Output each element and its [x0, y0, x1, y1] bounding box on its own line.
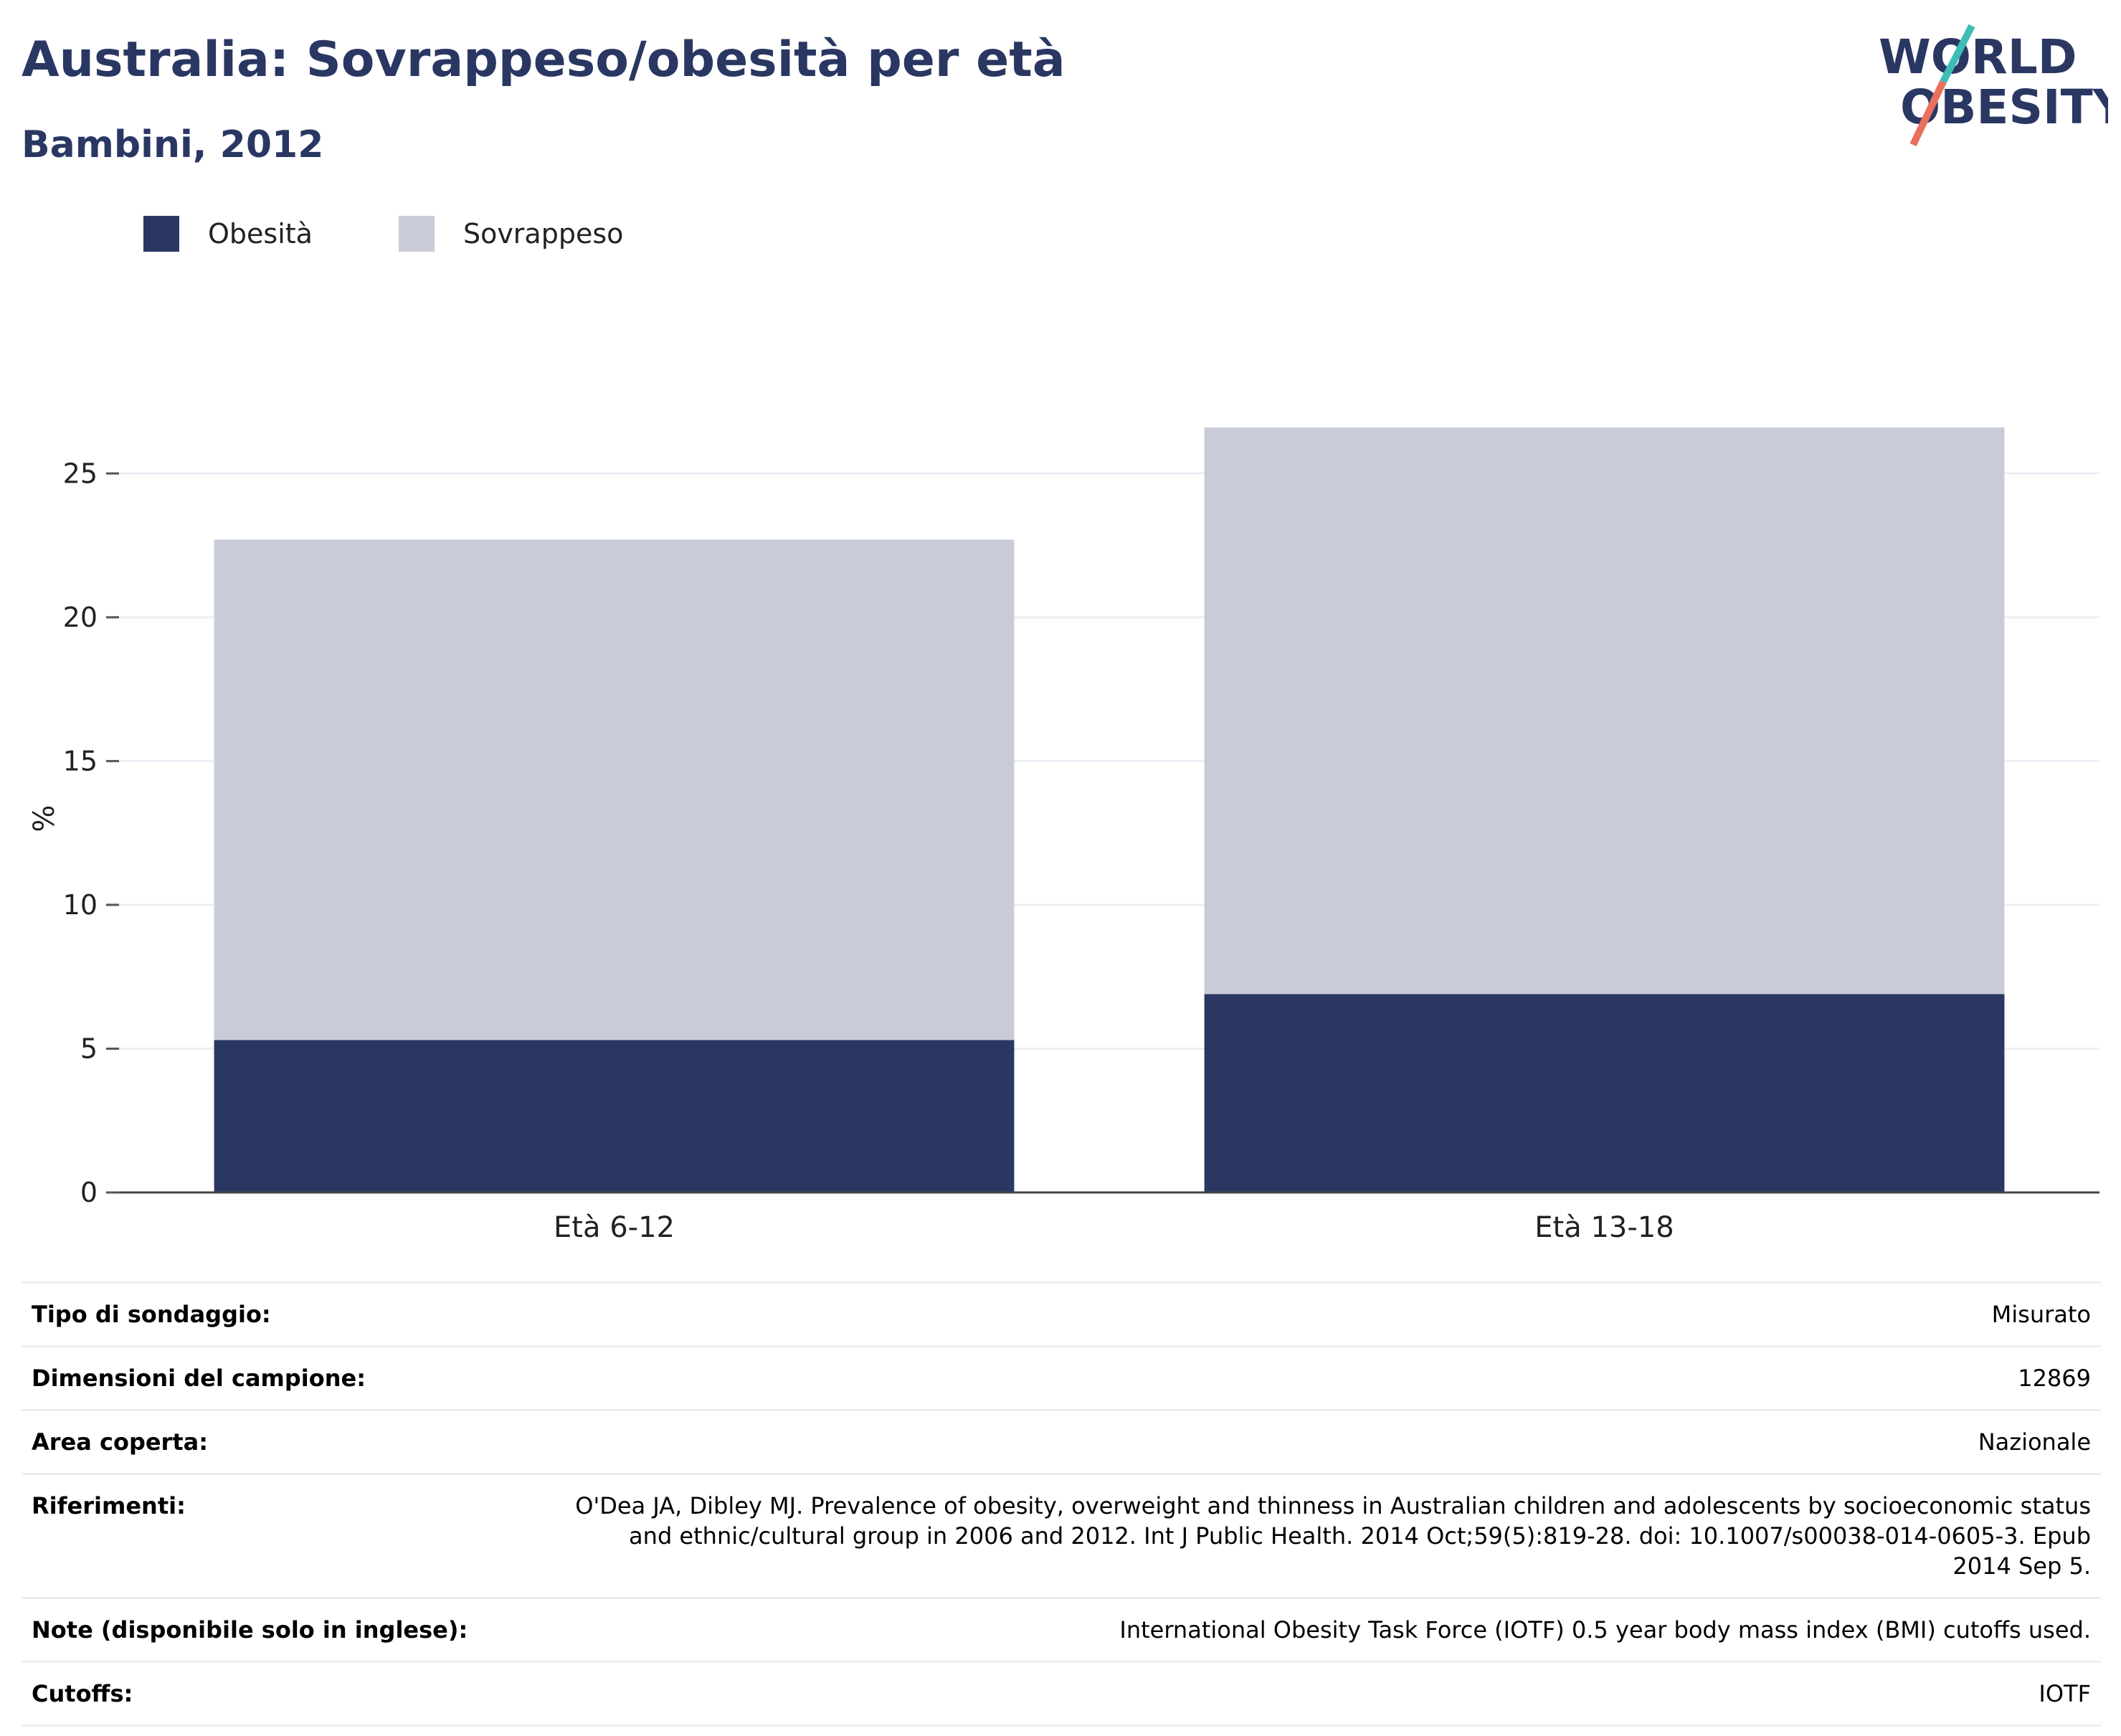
info-row: Tipo di sondaggio: Misurato — [22, 1281, 2101, 1347]
info-row: Riferimenti: O'Dea JA, Dibley MJ. Prevale… — [22, 1473, 2101, 1598]
info-label: Riferimenti: — [22, 1473, 558, 1598]
chart-legend: Obesità Sovrappeso — [143, 214, 709, 254]
page-title: Australia: Sovrappeso/obesità per età — [22, 32, 1066, 88]
survey-info-table: Tipo di sondaggio: Misurato Dimensioni del… — [22, 1281, 2101, 1727]
info-label: Note (disponibile solo in inglese): — [22, 1597, 558, 1662]
info-value: IOTF — [558, 1661, 2101, 1727]
page-subtitle: Bambini, 2012 — [22, 123, 324, 166]
y-tick-label: 25 — [63, 457, 98, 489]
y-axis-label: % — [28, 805, 61, 832]
bar-sovrappeso-1[interactable] — [214, 539, 1015, 1040]
world-obesity-logo: WORLD OBESITY — [1879, 24, 2108, 147]
info-label: Dimensioni del campione: — [22, 1345, 558, 1410]
y-tick-label: 5 — [80, 1033, 98, 1064]
legend-item-obesita[interactable]: Obesità — [143, 216, 313, 252]
bar-sovrappeso-2[interactable] — [1204, 427, 2005, 995]
logo-slash-teal — [1940, 24, 1975, 84]
bar-obesita-1[interactable] — [214, 1040, 1015, 1192]
info-row: Dimensioni del campione: 12869 — [22, 1345, 2101, 1410]
info-row: Cutoffs: IOTF — [22, 1661, 2101, 1727]
x-tick-label: Età 13-18 — [1534, 1211, 1674, 1244]
y-tick-label: 15 — [63, 745, 98, 777]
y-tick-label: 10 — [63, 889, 98, 921]
legend-swatch-obesita — [143, 216, 179, 252]
logo-text-world: WORLD — [1879, 29, 2077, 85]
info-value: 12869 — [558, 1345, 2101, 1410]
info-label: Area coperta: — [22, 1409, 558, 1474]
info-label: Tipo di sondaggio: — [22, 1281, 558, 1347]
y-tick-label: 0 — [80, 1177, 98, 1208]
info-row: Note (disponibile solo in inglese): Inter… — [22, 1597, 2101, 1662]
info-label: Cutoffs: — [22, 1661, 558, 1727]
legend-label-sovrappeso: Sovrappeso — [462, 218, 624, 250]
y-tick-label: 20 — [63, 602, 98, 633]
legend-swatch-sovrappeso — [398, 216, 435, 252]
info-row: Area coperta: Nazionale — [22, 1409, 2101, 1474]
stacked-bar-chart: 0 5 10 15 20 25% Età 6-12 Età 13-18 — [28, 427, 2099, 1244]
info-value: International Obesity Task Force (IOTF) … — [558, 1597, 2101, 1662]
info-value: O'Dea JA, Dibley MJ. Prevalence of obesi… — [558, 1473, 2101, 1598]
bar-obesita-2[interactable] — [1204, 994, 2005, 1192]
logo-slash-coral — [1909, 80, 1947, 147]
info-value: Nazionale — [558, 1409, 2101, 1474]
legend-label-obesita: Obesità — [208, 218, 313, 250]
x-tick-label: Età 6-12 — [554, 1211, 675, 1244]
info-value: Misurato — [558, 1281, 2101, 1347]
legend-item-sovrappeso[interactable]: Sovrappeso — [398, 216, 624, 252]
